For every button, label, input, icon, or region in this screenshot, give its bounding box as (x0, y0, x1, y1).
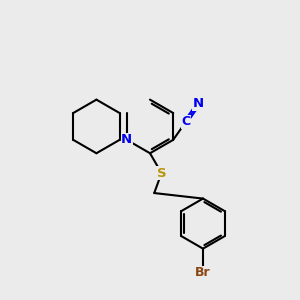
Text: S: S (157, 167, 166, 180)
Text: N: N (121, 133, 132, 146)
Text: Br: Br (195, 266, 211, 279)
Text: C: C (181, 115, 190, 128)
Text: N: N (193, 97, 204, 110)
